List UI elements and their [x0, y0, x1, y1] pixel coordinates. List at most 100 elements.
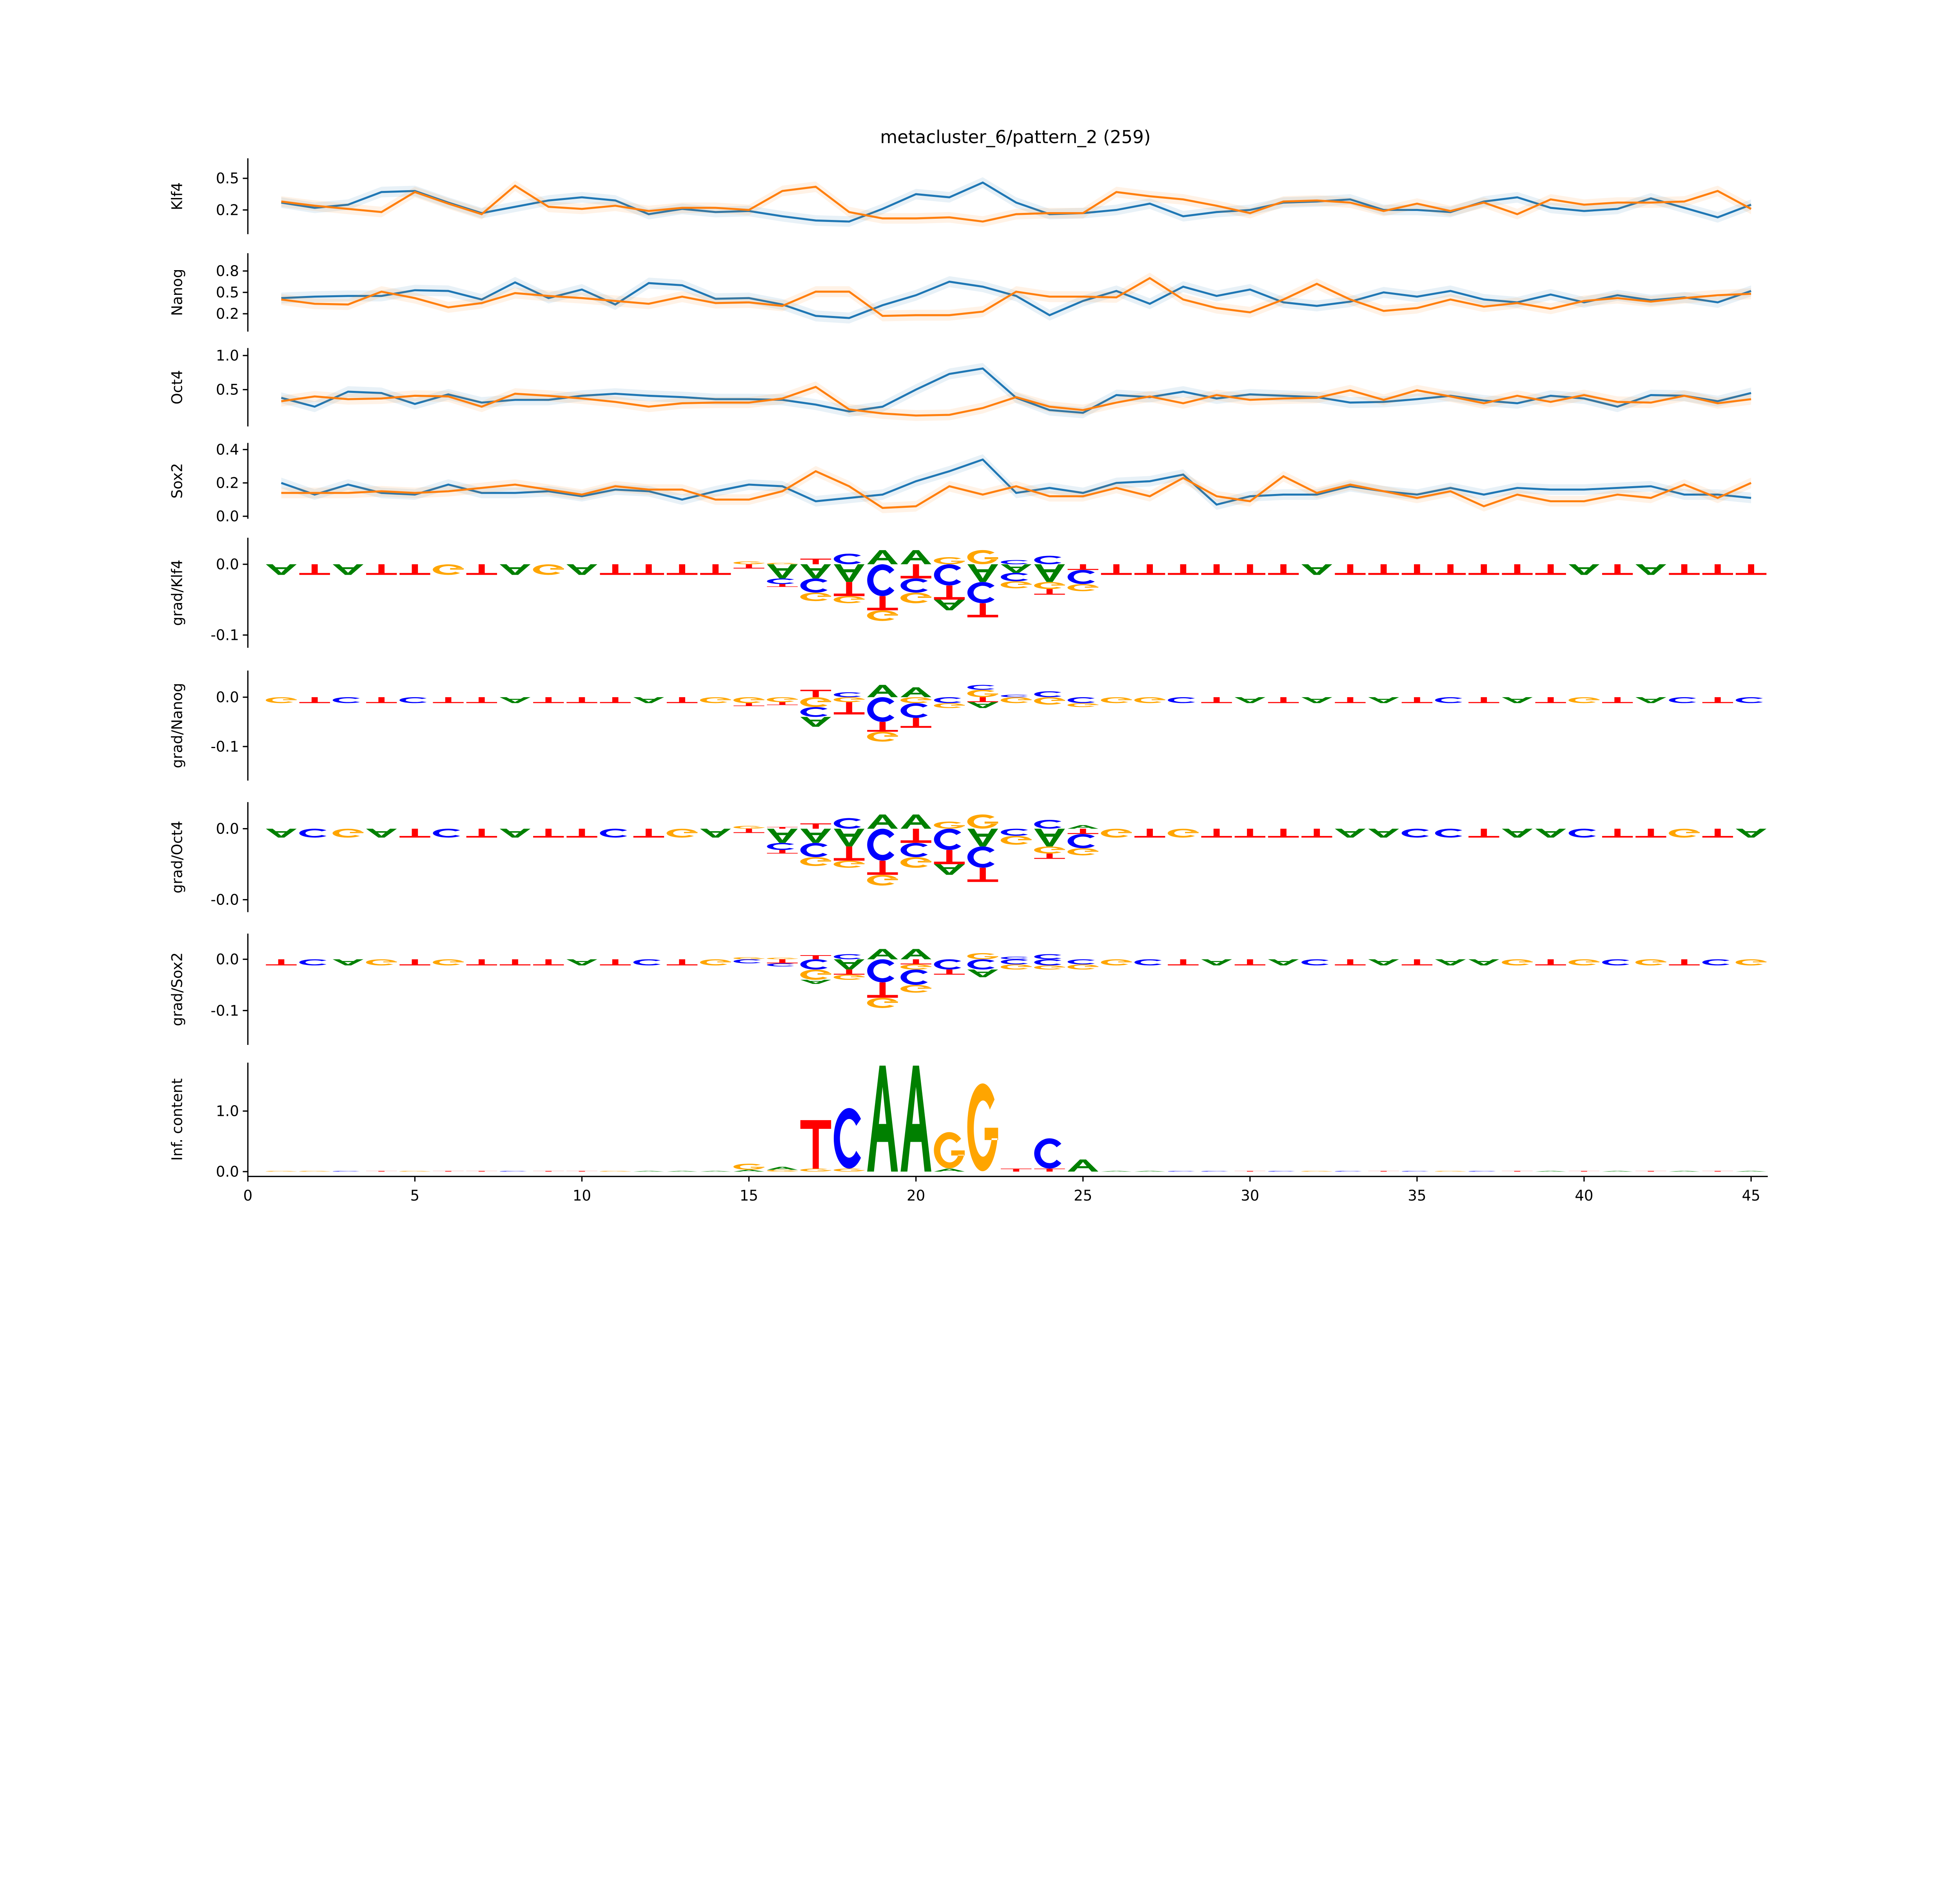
logo-letter-G — [366, 959, 397, 966]
logo-letter-T — [266, 959, 297, 966]
logo-letter-A — [266, 564, 297, 575]
x-tick-label: 30 — [1241, 1187, 1259, 1204]
logo-letter-G — [1067, 584, 1098, 591]
logo-letter-T — [767, 850, 798, 854]
logo-letter-T — [800, 955, 831, 959]
logo-letter-C — [1001, 828, 1028, 836]
logo-letter-T — [867, 861, 898, 875]
logo-letter-C — [1702, 959, 1730, 966]
confidence-band — [281, 276, 1751, 324]
logo-letter-A — [499, 697, 531, 703]
logo-letter-A — [967, 969, 998, 977]
logo-letter-C — [833, 818, 861, 829]
logo-letter-G — [1000, 964, 1032, 970]
logo-letter-T — [1468, 828, 1499, 838]
logo-letter-C — [299, 828, 327, 838]
panels: 0.2 0.5 Klf4 0.2 0.5 0.8 Nanog 0.5 1.0 Oct4 0.0 0.2… — [169, 158, 1768, 1204]
logo-letter-A — [1301, 697, 1332, 703]
logo-letter-C — [1669, 697, 1696, 703]
logo-letter-C — [1001, 560, 1028, 565]
logo-letter-G — [1635, 959, 1666, 966]
logo-letter-A — [1568, 564, 1600, 575]
logo-letter-G — [934, 703, 965, 708]
logo-letter-T — [800, 1120, 831, 1169]
panel-grad-sox2: -0.1 0.0 grad/Sox2 — [169, 934, 1767, 1045]
logo-letter-C — [934, 564, 961, 586]
logo-letter-T — [1168, 564, 1199, 575]
logo-letter-T — [1468, 697, 1499, 703]
panel-nanog: 0.2 0.5 0.8 Nanog — [169, 253, 1751, 332]
logo-letter-G — [767, 697, 798, 702]
logo-letter-T — [399, 828, 430, 838]
logo-letter-G — [967, 1083, 998, 1172]
panel-sox2: 0.0 0.2 0.4 Sox2 — [169, 441, 1752, 525]
logo-letter-T — [1067, 828, 1098, 834]
logo-letter-T — [1401, 564, 1433, 575]
x-tick-label: 0 — [243, 1187, 252, 1204]
logo-letter-G — [733, 1164, 764, 1170]
logo-letter-T — [733, 564, 764, 569]
logo-letter-C — [1067, 570, 1095, 584]
logo-letter-A — [1435, 959, 1466, 966]
x-tick-label: 5 — [410, 1187, 420, 1204]
y-tick-label: 0.0 — [216, 689, 239, 706]
logo-letter-A — [1134, 1171, 1165, 1172]
logo-letter-T — [433, 697, 464, 703]
logo-letter-G — [733, 561, 764, 565]
logo-letter-G — [1134, 697, 1165, 703]
y-tick-label: 0.2 — [216, 305, 239, 322]
y-axis-label: grad/Sox2 — [169, 952, 186, 1026]
logo-letter-T — [867, 722, 898, 732]
y-tick-label: 0.5 — [216, 381, 239, 398]
logo-letter-C — [1401, 1171, 1429, 1172]
logo-letter-C — [1034, 691, 1062, 698]
logo-letter-G — [1435, 1171, 1466, 1172]
panel-grad-klf4: -0.1 0.0 grad/Klf4 — [169, 538, 1767, 648]
logo-letter-A — [1468, 959, 1499, 966]
logo-letter-G — [1502, 959, 1533, 966]
logo-letter-G — [733, 957, 764, 959]
logo-letter-T — [900, 828, 931, 843]
y-tick-label: 0.0 — [216, 556, 239, 573]
logo-letter-G — [1067, 964, 1098, 970]
logo-letter-A — [967, 828, 998, 847]
logo-letter-C — [1568, 828, 1596, 838]
logo-letter-C — [934, 959, 961, 970]
logo-letter-G — [867, 875, 898, 886]
logo-letter-A — [967, 702, 998, 708]
logo-letter-G — [1000, 581, 1032, 589]
y-tick-label: 0.8 — [216, 263, 239, 280]
logo-letter-A — [1101, 1171, 1132, 1172]
logo-letter-T — [600, 959, 631, 966]
logo-letter-T — [1535, 564, 1566, 575]
logo-letter-T — [967, 603, 998, 618]
logo-letter-T — [833, 969, 865, 975]
logo-letter-G — [332, 828, 364, 838]
logo-letter-G — [733, 697, 764, 703]
y-axis-label: Sox2 — [169, 463, 186, 499]
logo-letter-T — [967, 868, 998, 882]
logo-letter-T — [1401, 959, 1433, 966]
logo-letter-T — [566, 697, 597, 703]
logo-letter-T — [800, 690, 831, 698]
logo-letter-A — [666, 1171, 698, 1172]
logo-letter-C — [900, 969, 928, 985]
logo-letter-T — [1635, 828, 1666, 838]
logo-letter-A — [767, 828, 798, 843]
logo-letter-T — [600, 697, 631, 703]
logo-letter-A — [1735, 1171, 1767, 1172]
logo-letter-T — [900, 564, 931, 579]
logo-letter-T — [1401, 697, 1433, 703]
logo-letter-T — [466, 1171, 497, 1172]
y-tick-label: -0.1 — [211, 1002, 239, 1019]
confidence-band — [281, 363, 1751, 418]
logo-letter-G — [967, 690, 998, 698]
logo-letter-T — [633, 564, 664, 575]
logo-letter-T — [299, 697, 330, 703]
logo-letter-G — [1301, 1171, 1332, 1172]
logo-letter-T — [1335, 697, 1366, 703]
logo-letter-G — [700, 959, 731, 966]
logo-letter-C — [332, 697, 360, 703]
logo-letter-T — [1234, 1171, 1265, 1172]
logo-letter-T — [499, 959, 531, 966]
